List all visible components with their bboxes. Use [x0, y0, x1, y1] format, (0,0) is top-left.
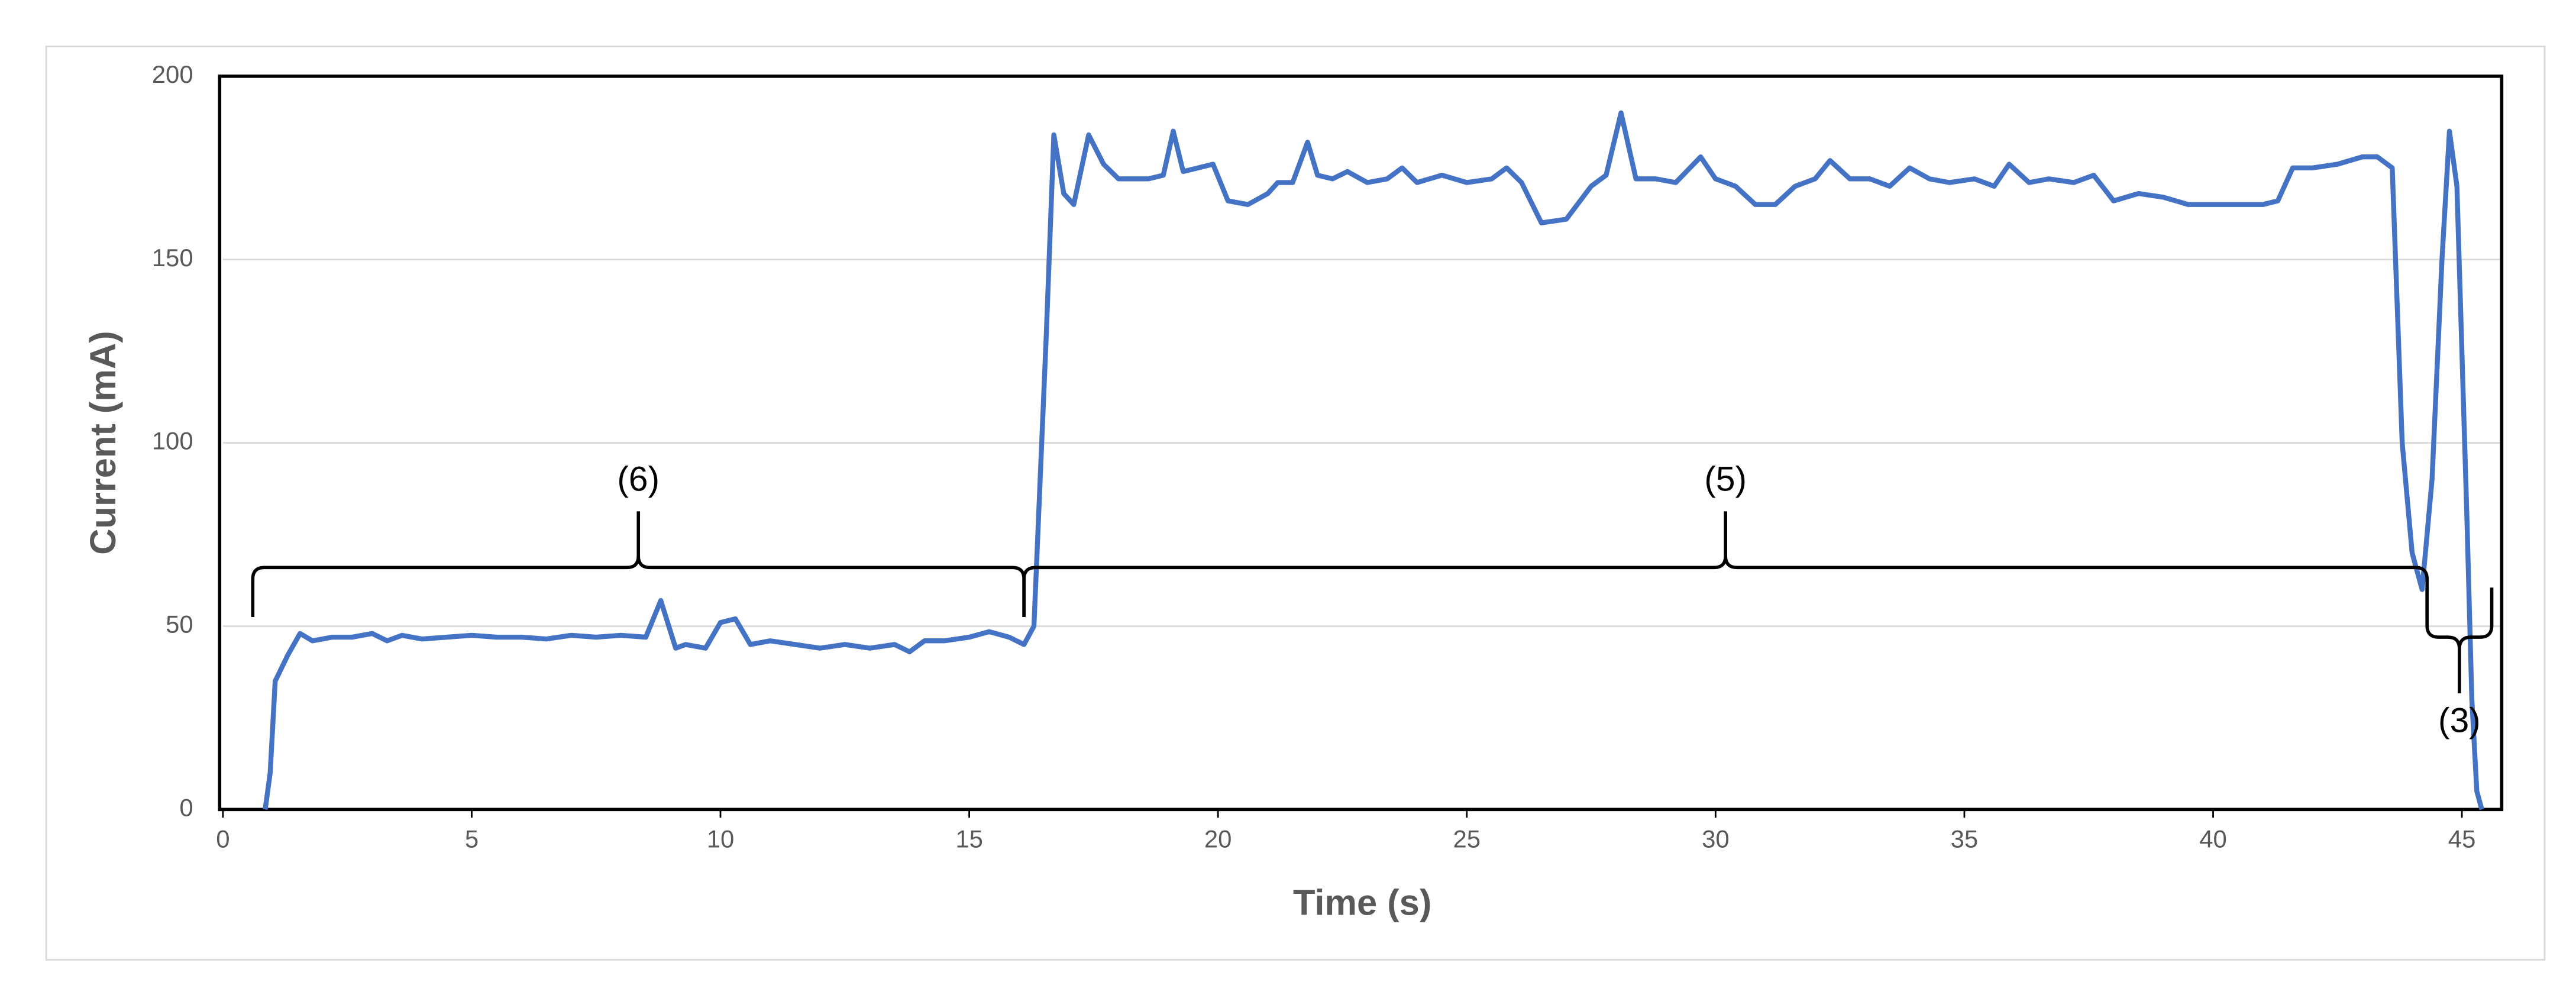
annotation-brace — [1022, 511, 2429, 618]
chart-frame — [45, 46, 2546, 961]
x-tick-label: 5 — [465, 825, 479, 852]
x-tick-label: 35 — [1951, 825, 1979, 852]
y-axis-title: Current (mA) — [83, 331, 124, 555]
x-tick-label: 30 — [1702, 825, 1730, 852]
data-line — [263, 110, 2484, 810]
annotation-label: (3) — [2438, 702, 2481, 740]
x-tick-label: 0 — [216, 825, 230, 852]
x-tick-label: 45 — [2448, 825, 2476, 852]
x-axis-title: Time (s) — [1293, 882, 1431, 923]
y-tick-label: 50 — [166, 611, 193, 638]
x-tick-label: 20 — [1204, 825, 1232, 852]
annotation-label: (6) — [617, 460, 660, 499]
x-tick-label: 25 — [1453, 825, 1481, 852]
x-tick-label: 10 — [707, 825, 735, 852]
y-tick-label: 100 — [152, 427, 193, 455]
plot-border — [218, 75, 2504, 812]
y-tick-label: 0 — [179, 793, 193, 821]
y-tick-label: 200 — [152, 60, 193, 88]
y-tick-label: 150 — [152, 244, 193, 272]
annotation-brace — [2425, 587, 2494, 693]
x-tick-label: 15 — [955, 825, 983, 852]
annotation-label: (5) — [1704, 460, 1747, 499]
x-tick-label: 40 — [2199, 825, 2227, 852]
